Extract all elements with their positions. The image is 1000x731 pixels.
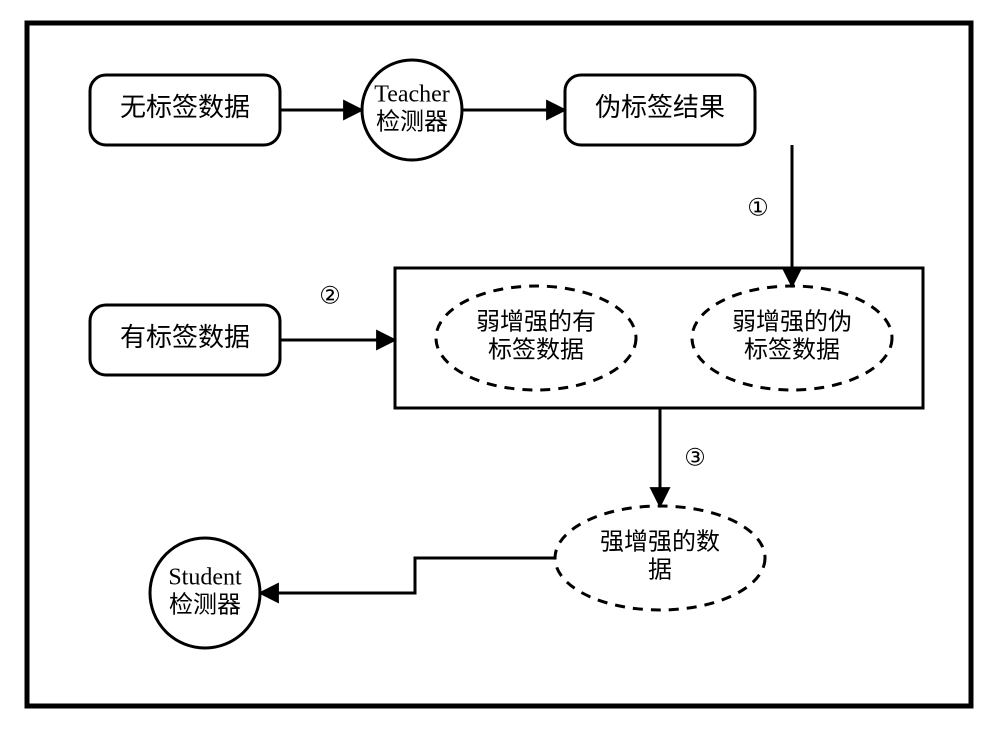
node-label: 强增强的数 [600, 529, 720, 556]
node-label: Student [168, 565, 242, 591]
node-label: 弱增强的伪 [732, 309, 852, 336]
node-label: 无标签数据 [120, 93, 250, 122]
node-label: 伪标签结果 [595, 93, 725, 122]
edge-marker: ② [319, 284, 341, 310]
node-label: 检测器 [376, 108, 448, 135]
edge-marker: ① [747, 196, 769, 222]
node-label: 标签数据 [744, 336, 840, 363]
node-label: 有标签数据 [120, 323, 250, 352]
node-label: 检测器 [169, 591, 241, 618]
edge-marker: ③ [684, 446, 706, 472]
diagram-canvas: 无标签数据Teacher检测器伪标签结果有标签数据弱增强的有标签数据弱增强的伪标… [0, 0, 1000, 731]
edge-strong-student [260, 558, 555, 593]
node-label: 弱增强的有 [476, 309, 596, 336]
node-label: 据 [648, 556, 672, 583]
node-mixbox [395, 268, 923, 408]
node-label: Teacher [374, 82, 450, 108]
node-label: 标签数据 [488, 336, 584, 363]
